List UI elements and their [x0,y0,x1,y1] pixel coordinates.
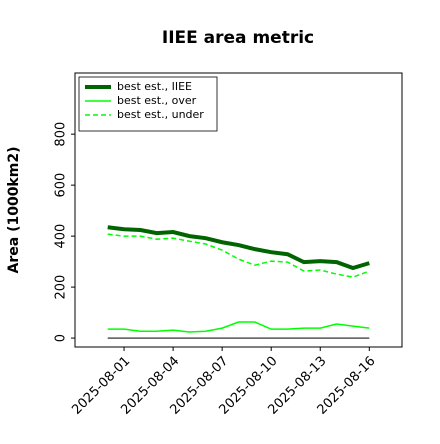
series-line [107,321,370,333]
y-tick-label: 200 [54,275,69,300]
y-tick-label: 0 [54,334,69,342]
y-axis-label: Area (1000km2) [6,147,22,274]
series-line [107,233,370,278]
legend-label: best est., IIEE [117,80,192,93]
plot-frame [74,72,403,348]
y-tick-label: 600 [54,173,69,198]
y-tick-label: 800 [54,122,69,147]
legend-label: best est., under [117,108,204,121]
chart-title: IIEE area metric [162,28,314,48]
series-line [107,225,370,271]
y-tick-label: 400 [54,224,69,249]
legend-label: best est., over [117,94,197,107]
